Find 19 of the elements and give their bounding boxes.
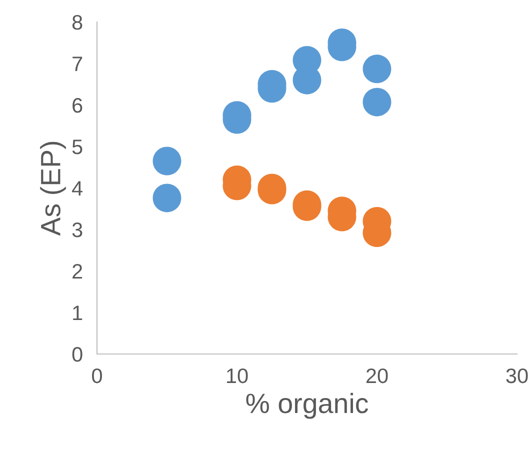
x-tick-label: 10 — [227, 368, 248, 384]
y-tick-label: 6 — [72, 98, 82, 113]
y-tick-label: 4 — [72, 181, 82, 196]
y-tick-label: 3 — [72, 222, 82, 238]
x-tick-label: 0 — [92, 368, 102, 384]
y-axis-title: As (EP) — [40, 142, 66, 236]
point — [362, 88, 392, 116]
y-tick-label: 7 — [72, 56, 82, 72]
point — [362, 54, 392, 84]
x-tick-label: 20 — [366, 368, 388, 384]
y-tick-label: 8 — [72, 15, 82, 30]
point — [152, 184, 182, 212]
y-tick-label: 5 — [72, 140, 82, 154]
x-axis-title: % organic — [246, 392, 368, 419]
y-tick-label: 2 — [72, 264, 82, 279]
x-tick-label: 30 — [506, 368, 528, 384]
y-tick-label: 0 — [72, 347, 82, 362]
y-tick-label: 1 — [73, 306, 82, 320]
point — [152, 146, 182, 176]
